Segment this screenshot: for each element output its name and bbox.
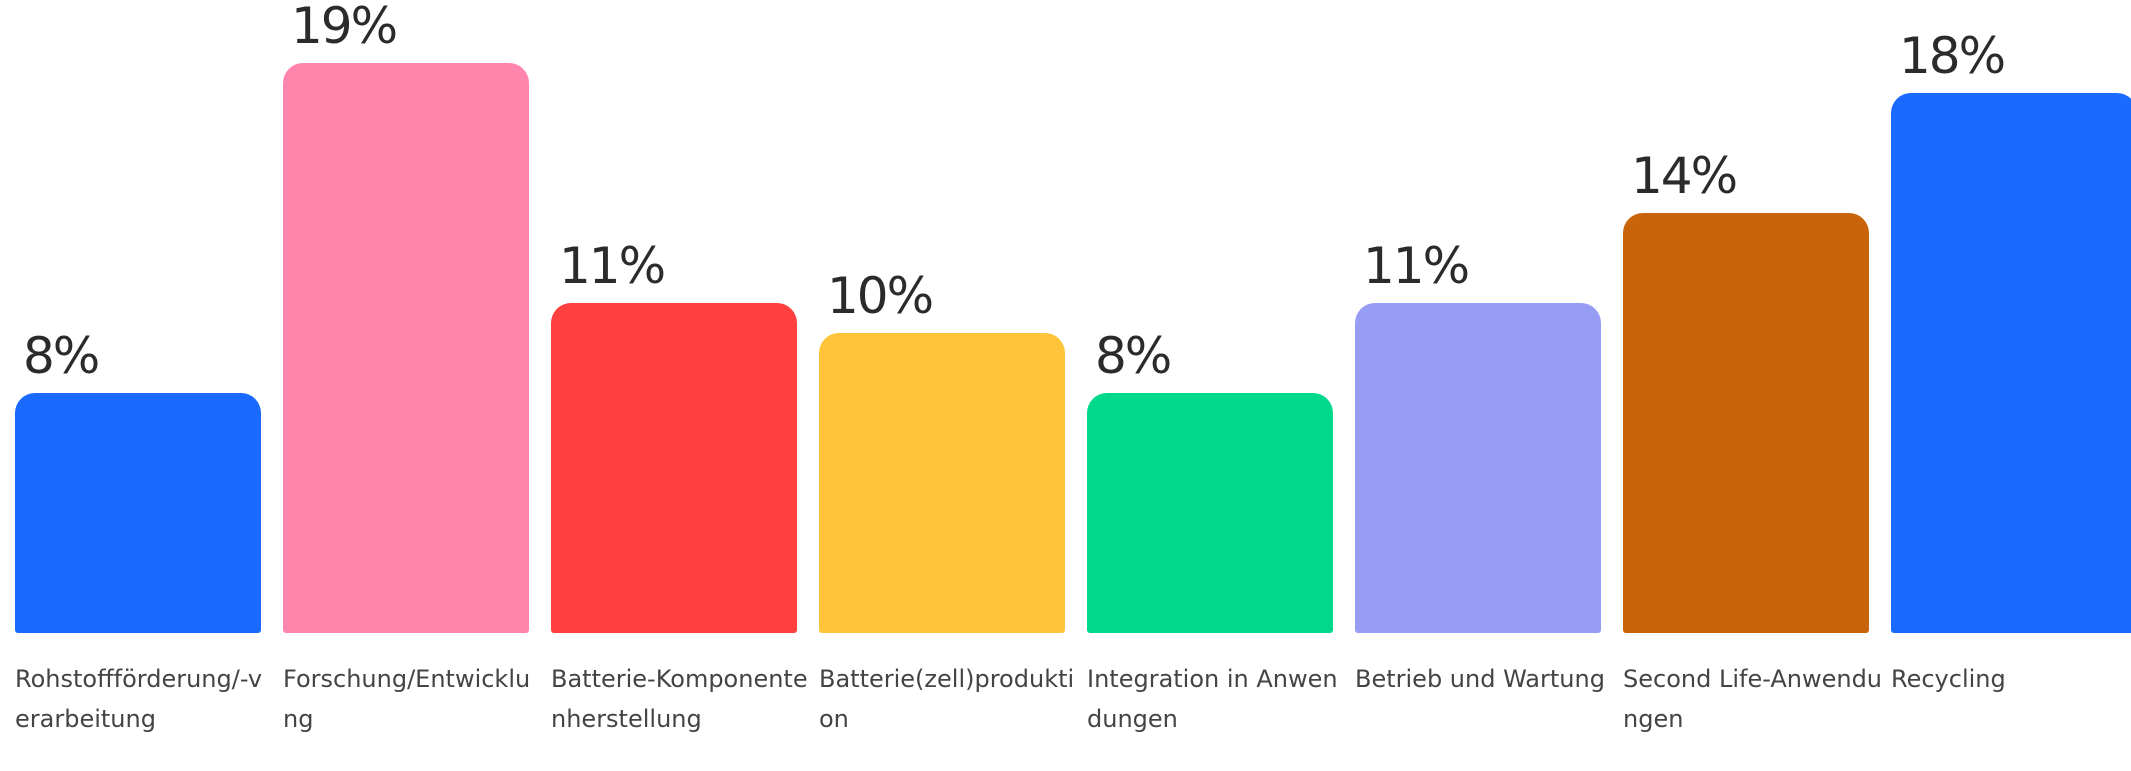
category-label: Rohstoffförderung/-verarbeitung bbox=[15, 665, 263, 733]
value-label: 10% bbox=[827, 267, 934, 325]
bar bbox=[551, 303, 797, 633]
bar bbox=[1623, 213, 1869, 633]
category-label: Integration in Anwendungen bbox=[1087, 665, 1338, 733]
value-label: 14% bbox=[1631, 147, 1738, 205]
category-label: Batterie-Komponentenherstellung bbox=[551, 665, 808, 733]
category-label: Recycling bbox=[1891, 665, 2006, 693]
category-label: Batterie(zell)produktion bbox=[819, 665, 1075, 733]
category-label: Forschung/Entwicklung bbox=[283, 665, 531, 733]
category-label: Betrieb und Wartung bbox=[1355, 665, 1605, 693]
bar bbox=[283, 63, 529, 633]
bar bbox=[819, 333, 1065, 633]
value-label: 8% bbox=[1095, 327, 1172, 385]
value-label: 19% bbox=[291, 0, 398, 55]
value-label: 8% bbox=[23, 327, 100, 385]
value-label: 11% bbox=[559, 237, 666, 295]
category-label: Second Life-Anwendungen bbox=[1623, 665, 1883, 733]
bar bbox=[1891, 93, 2131, 633]
bar bbox=[15, 393, 261, 633]
bar bbox=[1355, 303, 1601, 633]
value-label: 18% bbox=[1899, 27, 2006, 85]
bar bbox=[1087, 393, 1333, 633]
value-label: 11% bbox=[1363, 237, 1470, 295]
